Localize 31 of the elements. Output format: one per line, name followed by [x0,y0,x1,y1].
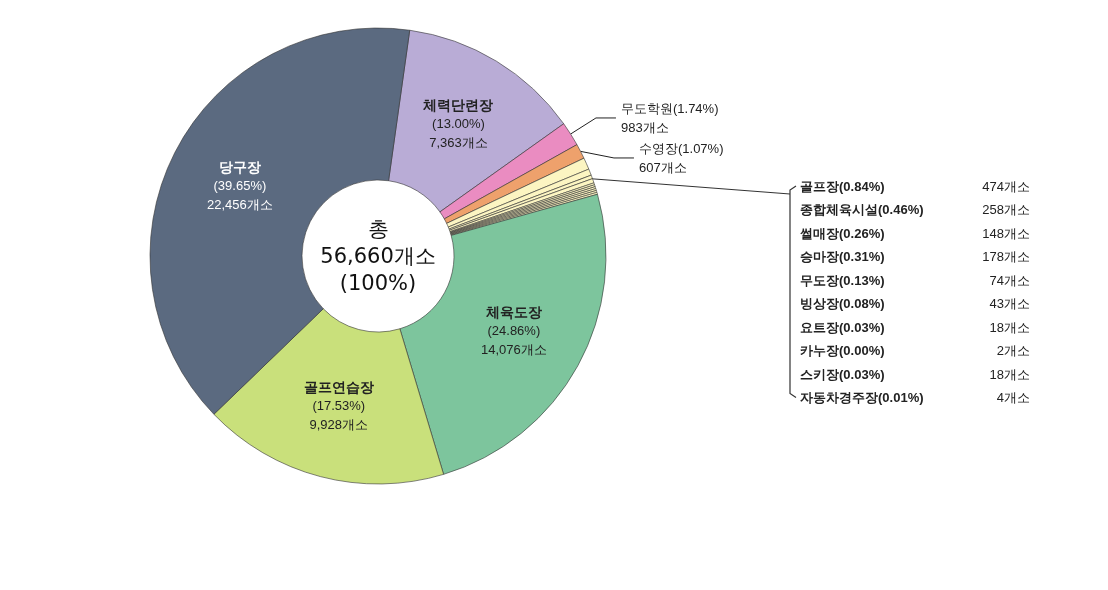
text: 258개소 [982,202,1030,217]
category-label: 빙상장(0.08%) [800,296,885,311]
category-label: 골프장(0.84%) [800,178,885,194]
category-label: 요트장(0.03%) [800,319,885,335]
slice-label: 무도학원(1.74%) 983개소 [620,100,719,135]
category-label: 무도장(0.13%) [800,272,885,288]
slice-label: 골프연습장 [303,378,374,395]
category-label: 썰매장(0.26%) [800,225,885,241]
text: 43개소 [989,296,1030,311]
slice-label: 당구장 [218,158,261,175]
slice-label: 체력단련장 [422,96,494,113]
category-label: 승마장(0.31%) [800,249,885,264]
text: 4개소 [996,390,1030,405]
text: 총 56,660개소 (100%) [320,217,436,295]
slice-label: 수영장(1.07%) 607개소 [638,140,724,175]
data-label: (17.53%) 9,928개소 [309,398,369,433]
category-label: 종합체육시설(0.46%) [800,202,924,217]
text: 2개소 [996,343,1030,358]
text: 18개소 [989,319,1030,335]
category-label: 자동차경주장(0.01%) [800,390,924,405]
data-label: (24.86%) 14,076개소 [480,323,547,358]
data-label: (13.00%) 7,363개소 [429,116,488,151]
text: 474개소 [982,178,1030,194]
text: 74개소 [989,272,1030,288]
category-label: 스키장(0.03%) [800,366,885,382]
text: 18개소 [989,366,1030,382]
category-label: 카누장(0.00%) [800,343,885,358]
slice-label: 체육도장 [484,303,542,320]
text: 148개소 [982,225,1030,241]
data-label: (39.65%) 22,456개소 [207,178,273,213]
text: 178개소 [982,249,1030,264]
